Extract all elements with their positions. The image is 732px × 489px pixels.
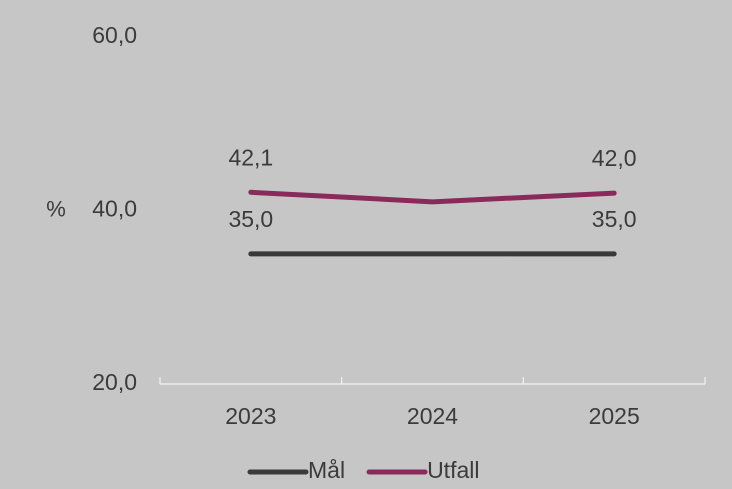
x-tick-label: 2024 bbox=[407, 403, 458, 429]
y-tick-label: 40,0 bbox=[92, 196, 137, 222]
legend-label: Mål bbox=[308, 457, 345, 483]
legend-label: Utfall bbox=[427, 457, 479, 483]
y-tick-label: 20,0 bbox=[92, 369, 137, 395]
data-label: 35,0 bbox=[592, 206, 637, 232]
series-line-Utfall bbox=[248, 189, 617, 205]
x-tick-label: 2023 bbox=[225, 403, 276, 429]
x-tick-label: 2025 bbox=[589, 403, 640, 429]
data-label: 35,0 bbox=[228, 206, 273, 232]
data-label: 42,1 bbox=[228, 144, 273, 170]
y-tick-label: 60,0 bbox=[92, 22, 137, 48]
data-label: 42,0 bbox=[592, 145, 637, 171]
y-axis-label: % bbox=[46, 196, 66, 221]
